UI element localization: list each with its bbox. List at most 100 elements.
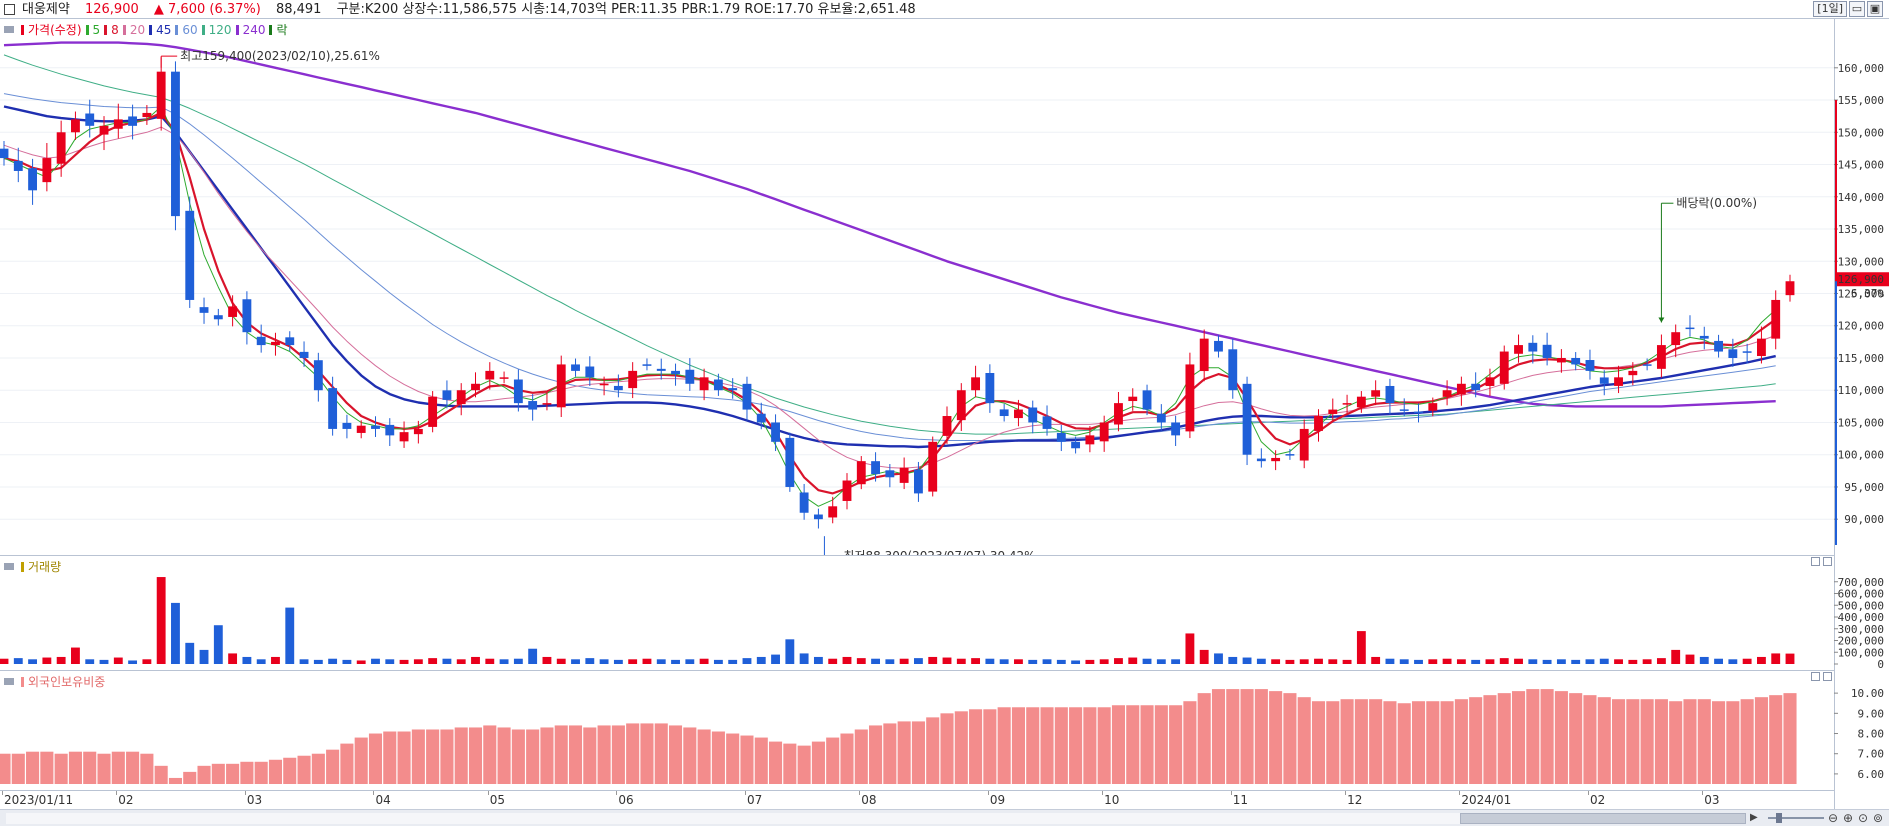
volume-bar <box>442 658 452 664</box>
candle-body <box>928 441 938 492</box>
foreign-bar <box>726 733 740 784</box>
legend-volume-label[interactable]: 거래량 <box>28 560 62 574</box>
legend-ma20[interactable]: 20 <box>129 22 146 37</box>
legend-ma240[interactable]: 240 <box>242 22 266 37</box>
foreign-bar <box>1140 705 1154 784</box>
foreign-ownership-chart[interactable]: 6.00 7.00 8.00 9.00 10.00 <box>0 671 1889 790</box>
close-button[interactable]: ▣ <box>1867 1 1883 17</box>
y-tick-label: 10.00 <box>1851 687 1884 700</box>
volume-bar <box>271 656 280 664</box>
foreign-bar <box>168 777 182 784</box>
zoom-slider[interactable] <box>1768 813 1824 823</box>
legend-dividend[interactable]: 락 <box>276 23 288 37</box>
zoom-out-icon[interactable]: ⊖ <box>1828 811 1839 825</box>
volume-bar <box>1399 659 1409 664</box>
stock-name[interactable]: 대웅제약 <box>22 2 70 17</box>
y-tick-label: 135,000 <box>1838 223 1884 236</box>
pane-divider[interactable] <box>0 555 1834 556</box>
select-checkbox[interactable] <box>4 4 15 15</box>
ma-60-line <box>3 93 1776 441</box>
volume-bar <box>1128 657 1138 664</box>
zoom-fit-icon[interactable]: ⊚ <box>1873 811 1884 825</box>
period-button[interactable]: [1일] <box>1813 1 1847 17</box>
zoom-in-icon[interactable]: ⊕ <box>1843 811 1854 825</box>
volume-bar <box>1242 657 1252 664</box>
foreign-bar <box>140 753 154 784</box>
restore-button[interactable]: ▭ <box>1849 1 1865 17</box>
foreign-bar <box>183 771 197 784</box>
foreign-bar <box>1554 691 1568 784</box>
legend-ma45[interactable]: 45 <box>156 22 172 37</box>
legend-foreign-label[interactable]: 외국인보유비중 <box>28 675 106 689</box>
foreign-bar <box>1654 699 1668 784</box>
scroll-track[interactable] <box>6 813 1746 824</box>
candle-body <box>1171 422 1181 436</box>
candle-body <box>99 125 109 135</box>
volume-bar <box>1314 658 1323 664</box>
candle-body <box>971 377 981 391</box>
candle-body <box>1656 345 1666 369</box>
foreign-bar <box>383 731 397 784</box>
legend-price-label[interactable]: 가격(수정) <box>28 23 82 37</box>
pane-maximize-icon[interactable] <box>1811 672 1820 681</box>
ma8-mark-icon <box>104 24 108 35</box>
volume-bar <box>828 658 838 664</box>
foreign-bar <box>1669 701 1683 784</box>
foreign-bar <box>497 727 511 784</box>
foreign-bar <box>1697 699 1711 784</box>
chart-scrollbar[interactable]: ▶ ⊖ ⊕ ⊙ ⊚ <box>0 809 1889 826</box>
volume-bar <box>999 659 1009 664</box>
foreign-bar <box>1111 705 1126 784</box>
volume-bar <box>342 659 352 664</box>
candle-body <box>999 409 1009 417</box>
candle-body <box>1456 383 1466 395</box>
candle-body <box>742 383 752 410</box>
scroll-thumb[interactable] <box>1460 813 1746 824</box>
volume-bar <box>1256 658 1266 664</box>
foreign-bar <box>468 727 483 784</box>
legend-ma120[interactable]: 120 <box>208 22 232 37</box>
y-tick-label: 7.00 <box>1858 748 1885 761</box>
zoom-slider-knob[interactable] <box>1776 813 1782 823</box>
pane-grip-icon[interactable] <box>4 678 14 685</box>
candle-body <box>785 437 795 487</box>
y-tick-label: 90,000 <box>1844 513 1884 526</box>
pane-maximize-icon[interactable] <box>1811 557 1820 566</box>
foreign-bar <box>368 733 383 784</box>
foreign-bar <box>268 759 283 784</box>
pane-close-icon[interactable] <box>1823 557 1832 566</box>
legend-ma8[interactable]: 8 <box>111 22 119 37</box>
price-chart[interactable]: 90,000 95,000 100,000 105,000 110,000 115,000… <box>0 20 1889 555</box>
x-tick-label: 10 <box>1104 793 1120 807</box>
x-tick <box>1102 791 1104 795</box>
ma-240-line <box>3 41 1776 408</box>
candle-body <box>313 360 323 391</box>
ma20-mark-icon <box>122 24 126 35</box>
pane-grip-icon[interactable] <box>4 26 14 33</box>
zoom-reset-icon[interactable]: ⊙ <box>1858 811 1869 825</box>
current-pct-label: 6.37% <box>1851 287 1884 300</box>
volume-bar <box>742 658 752 664</box>
candle-body <box>1756 338 1766 357</box>
pane-close-icon[interactable] <box>1823 672 1832 681</box>
foreign-bar <box>1426 701 1440 784</box>
candle-body <box>1314 416 1323 431</box>
pane-divider[interactable] <box>0 670 1834 671</box>
candle-body <box>1142 390 1152 410</box>
candle-body <box>1185 364 1195 432</box>
volume-bar <box>1599 658 1609 664</box>
ma-45-line <box>3 105 1776 449</box>
volume-bar <box>542 656 552 664</box>
volume-bar <box>13 658 23 664</box>
foreign-bar <box>83 751 97 784</box>
x-tick <box>859 791 861 795</box>
pane-grip-icon[interactable] <box>4 563 14 570</box>
legend-ma5[interactable]: 5 <box>92 22 101 37</box>
scroll-right-arrow-icon[interactable]: ▶ <box>1750 812 1758 823</box>
foreign-bar <box>1483 695 1497 784</box>
volume-chart[interactable]: 0100,000200,000300,000400,000500,000600,… <box>0 556 1889 670</box>
volume-bar <box>571 659 580 664</box>
legend-ma60[interactable]: 60 <box>182 22 198 37</box>
volume-bar <box>1556 659 1566 664</box>
y-tick-label: 105,000 <box>1838 416 1884 429</box>
